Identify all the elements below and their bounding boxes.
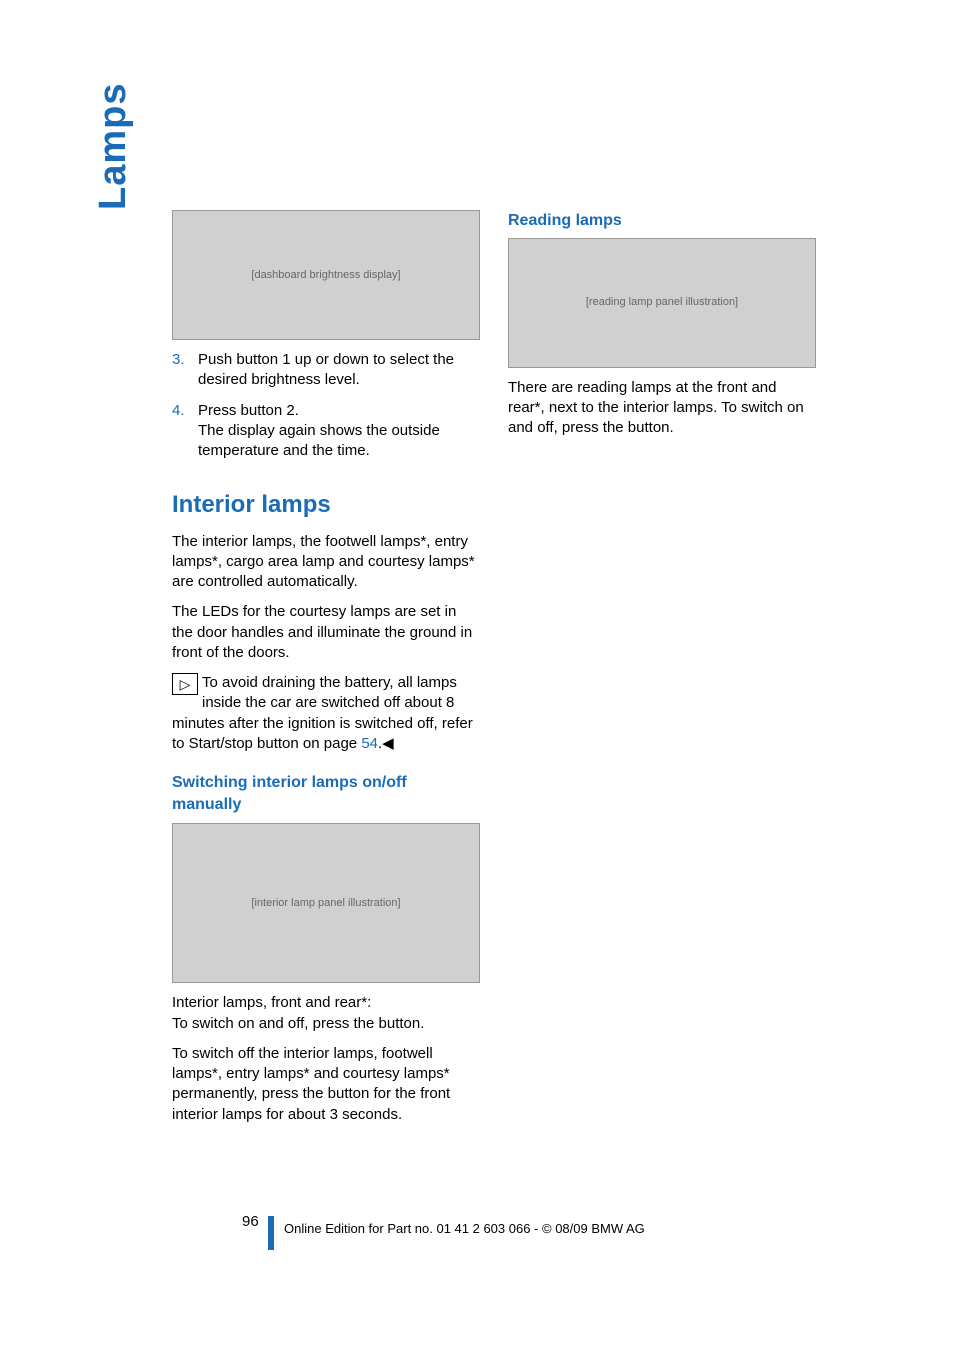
para-interior-3: Interior lamps, front and rear*: To swit… — [172, 993, 480, 1034]
heading-switching-manual: Switching interior lamps on/off manually — [172, 772, 480, 815]
para-reading-1: There are reading lamps at the front and… — [508, 378, 816, 439]
figure-reading-lamp-panel: [reading lamp panel illustration] — [508, 238, 816, 368]
figure-brightness-display: [dashboard brightness display] — [172, 210, 480, 340]
note-text-b: .◀ — [378, 735, 394, 752]
right-column: Reading lamps [reading lamp panel illust… — [508, 210, 816, 448]
step-text: Press button 2. The display again shows … — [198, 401, 480, 462]
step-4: 4. Press button 2. The display again sho… — [172, 401, 480, 462]
figure-interior-lamp-panel: [interior lamp panel illustration] — [172, 823, 480, 983]
para-interior-4: To switch off the interior lamps, footwe… — [172, 1044, 480, 1125]
step-number: 4. — [172, 401, 198, 462]
para-interior-1: The interior lamps, the footwell lamps*,… — [172, 532, 480, 593]
page-footer: 96 Online Edition for Part no. 01 41 2 6… — [172, 1216, 816, 1250]
note-icon: ▷ — [172, 673, 198, 695]
page-xref-54[interactable]: 54 — [361, 735, 378, 752]
footer-edition-line: Online Edition for Part no. 01 41 2 603 … — [284, 1220, 645, 1238]
note-battery: ▷ To avoid draining the battery, all lam… — [172, 673, 480, 754]
steps-list: 3. Push button 1 up or down to select th… — [172, 350, 480, 461]
heading-reading-lamps: Reading lamps — [508, 210, 816, 232]
step-3: 3. Push button 1 up or down to select th… — [172, 350, 480, 391]
side-tab-title: Lamps — [88, 83, 139, 210]
step-number: 3. — [172, 350, 198, 391]
heading-interior-lamps: Interior lamps — [172, 489, 480, 521]
step-text: Push button 1 up or down to select the d… — [198, 350, 480, 391]
note-text-a: To avoid draining the battery, all lamps… — [172, 674, 473, 752]
page-number: 96 — [242, 1212, 259, 1232]
left-column: [dashboard brightness display] 3. Push b… — [172, 210, 480, 1135]
para-interior-2: The LEDs for the courtesy lamps are set … — [172, 602, 480, 663]
footer-bar: Online Edition for Part no. 01 41 2 603 … — [268, 1216, 816, 1250]
